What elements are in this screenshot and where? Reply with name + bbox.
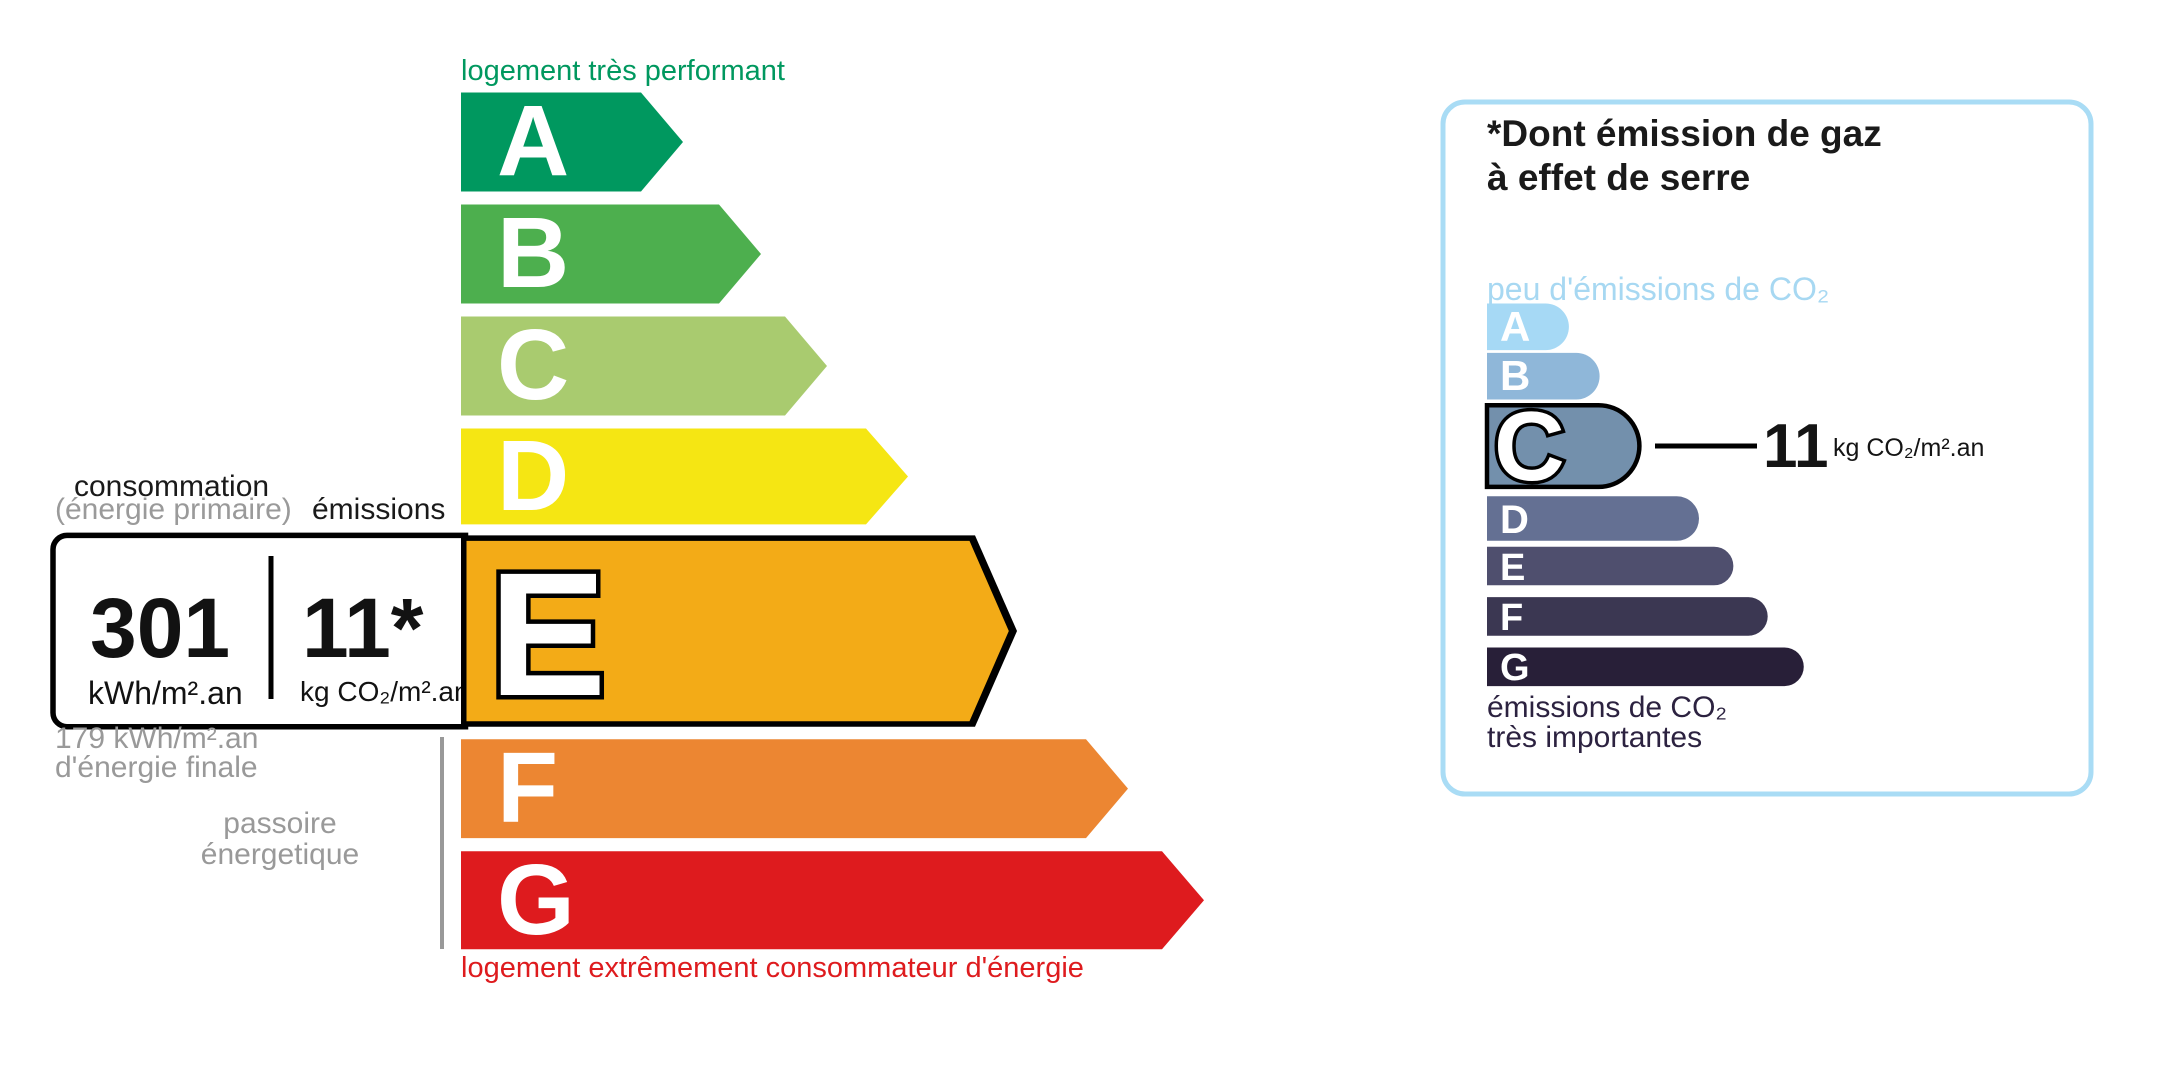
svg-text:C: C bbox=[1494, 391, 1565, 501]
svg-text:kWh/m².an: kWh/m².an bbox=[88, 675, 243, 711]
svg-text:d'énergie finale: d'énergie finale bbox=[55, 751, 258, 784]
svg-text:à effet de serre: à effet de serre bbox=[1487, 157, 1750, 198]
svg-text:B: B bbox=[497, 197, 569, 309]
svg-text:D: D bbox=[1500, 498, 1529, 542]
svg-text:passoire: passoire bbox=[223, 807, 336, 840]
svg-text:F: F bbox=[497, 732, 558, 844]
svg-text:F: F bbox=[1500, 597, 1523, 639]
svg-text:11: 11 bbox=[1763, 412, 1829, 481]
svg-text:E: E bbox=[489, 537, 606, 733]
svg-text:kg CO₂/m².an: kg CO₂/m².an bbox=[1833, 434, 1984, 462]
svg-text:logement extrêmement consommat: logement extrêmement consommateur d'éner… bbox=[461, 952, 1084, 984]
svg-text:très importantes: très importantes bbox=[1487, 721, 1702, 754]
svg-text:D: D bbox=[497, 420, 569, 532]
svg-text:émissions: émissions bbox=[312, 493, 445, 526]
svg-text:A: A bbox=[1500, 303, 1530, 350]
svg-text:émissions de CO₂: émissions de CO₂ bbox=[1487, 691, 1727, 724]
svg-text:kg CO₂/m².an: kg CO₂/m².an bbox=[300, 676, 470, 707]
svg-text:G: G bbox=[497, 844, 575, 956]
svg-text:11*: 11* bbox=[302, 581, 424, 675]
svg-text:logement très performant: logement très performant bbox=[461, 55, 785, 87]
svg-text:A: A bbox=[497, 85, 569, 197]
svg-text:(énergie primaire): (énergie primaire) bbox=[55, 493, 292, 526]
svg-text:peu d'émissions de CO₂: peu d'émissions de CO₂ bbox=[1487, 271, 1829, 307]
svg-text:G: G bbox=[1500, 647, 1530, 689]
svg-text:E: E bbox=[1500, 547, 1525, 589]
svg-text:énergetique: énergetique bbox=[201, 838, 359, 871]
svg-text:301: 301 bbox=[90, 581, 230, 675]
svg-text:*Dont émission de gaz: *Dont émission de gaz bbox=[1487, 113, 1882, 154]
svg-text:C: C bbox=[497, 309, 569, 421]
